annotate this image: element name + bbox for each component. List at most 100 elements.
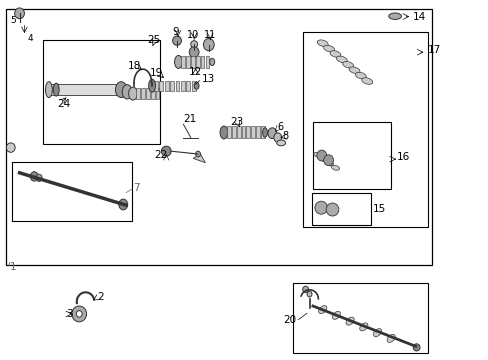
Bar — [186, 56, 189, 68]
Ellipse shape — [323, 155, 333, 166]
Text: 10: 10 — [186, 30, 199, 40]
Bar — [191, 81, 195, 91]
Ellipse shape — [336, 56, 346, 63]
Bar — [196, 56, 199, 68]
Ellipse shape — [122, 85, 132, 99]
Bar — [145, 88, 149, 99]
Bar — [154, 81, 158, 91]
Text: 20: 20 — [283, 315, 296, 325]
Text: 16: 16 — [396, 152, 409, 162]
Ellipse shape — [325, 203, 338, 216]
Ellipse shape — [115, 82, 127, 98]
Ellipse shape — [220, 126, 227, 139]
Ellipse shape — [355, 72, 366, 79]
Text: 21: 21 — [183, 114, 196, 124]
Ellipse shape — [209, 58, 214, 66]
Ellipse shape — [190, 41, 197, 48]
Ellipse shape — [128, 87, 137, 100]
Ellipse shape — [276, 140, 285, 146]
Ellipse shape — [195, 151, 200, 157]
Ellipse shape — [119, 199, 127, 210]
Ellipse shape — [15, 8, 24, 19]
Bar — [175, 81, 179, 91]
Ellipse shape — [174, 55, 182, 68]
Text: 7: 7 — [133, 183, 140, 193]
Ellipse shape — [36, 174, 42, 181]
Bar — [303, 32, 427, 227]
Bar — [311, 193, 370, 225]
Ellipse shape — [329, 51, 340, 57]
Text: 25: 25 — [147, 35, 161, 45]
Bar — [246, 126, 250, 138]
Bar — [236, 126, 240, 138]
Ellipse shape — [273, 133, 281, 142]
Text: 6: 6 — [277, 122, 283, 132]
Ellipse shape — [30, 172, 38, 181]
Ellipse shape — [161, 146, 171, 156]
Text: 23: 23 — [230, 117, 244, 127]
Text: 18: 18 — [127, 60, 141, 71]
Text: 2: 2 — [97, 292, 103, 302]
Bar — [201, 56, 204, 68]
Bar — [136, 88, 140, 99]
Bar — [170, 81, 174, 91]
Ellipse shape — [319, 157, 327, 162]
Ellipse shape — [323, 45, 334, 52]
Text: 9: 9 — [172, 27, 179, 37]
Ellipse shape — [76, 311, 82, 317]
Ellipse shape — [388, 13, 401, 19]
Ellipse shape — [412, 344, 419, 351]
Bar — [241, 126, 245, 138]
Bar — [159, 81, 163, 91]
Ellipse shape — [359, 323, 367, 331]
Ellipse shape — [72, 306, 86, 322]
Bar — [155, 88, 159, 99]
Ellipse shape — [318, 306, 326, 314]
Bar — [181, 56, 184, 68]
Bar — [6, 9, 431, 265]
Bar — [205, 56, 209, 68]
Bar — [186, 81, 190, 91]
Text: 1: 1 — [10, 262, 17, 272]
Bar — [226, 126, 230, 138]
Bar — [141, 88, 144, 99]
Text: 14: 14 — [412, 12, 426, 22]
Text: 12: 12 — [188, 67, 202, 77]
Text: 5: 5 — [10, 17, 16, 26]
Ellipse shape — [172, 36, 181, 45]
Ellipse shape — [342, 62, 353, 68]
Text: 19: 19 — [149, 68, 163, 78]
Ellipse shape — [306, 291, 311, 297]
Ellipse shape — [331, 165, 339, 170]
Bar — [181, 81, 184, 91]
Text: 3: 3 — [66, 309, 73, 319]
Ellipse shape — [313, 152, 321, 157]
Ellipse shape — [302, 286, 308, 293]
Ellipse shape — [386, 334, 394, 342]
Bar — [12, 162, 132, 221]
Text: 11: 11 — [203, 30, 216, 40]
Ellipse shape — [203, 39, 214, 51]
Bar — [43, 40, 160, 144]
Ellipse shape — [316, 150, 326, 161]
Ellipse shape — [361, 78, 372, 84]
Bar — [251, 126, 255, 138]
Bar — [261, 126, 264, 138]
Bar — [231, 126, 235, 138]
Bar — [48, 84, 119, 95]
Bar — [150, 88, 154, 99]
Ellipse shape — [317, 40, 327, 46]
Text: 22: 22 — [153, 150, 167, 160]
Ellipse shape — [325, 161, 333, 166]
Ellipse shape — [314, 201, 327, 214]
Ellipse shape — [373, 329, 381, 337]
Ellipse shape — [194, 82, 199, 89]
Text: 13: 13 — [202, 74, 215, 84]
Ellipse shape — [148, 79, 155, 92]
Ellipse shape — [53, 83, 59, 96]
Bar — [293, 283, 427, 353]
Bar — [312, 122, 390, 189]
Text: 8: 8 — [282, 131, 287, 141]
Ellipse shape — [346, 317, 353, 325]
Polygon shape — [193, 154, 205, 163]
